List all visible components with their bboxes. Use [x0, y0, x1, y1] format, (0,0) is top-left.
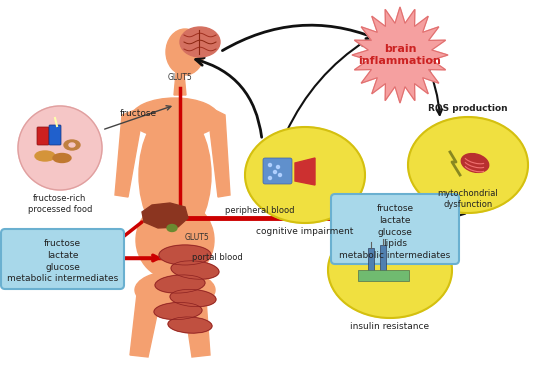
Text: fructose: fructose [119, 109, 157, 118]
FancyBboxPatch shape [379, 244, 386, 277]
Polygon shape [180, 285, 210, 357]
Polygon shape [174, 73, 186, 95]
Circle shape [277, 165, 279, 168]
Ellipse shape [167, 224, 177, 232]
Circle shape [18, 106, 102, 190]
Circle shape [273, 171, 277, 173]
Text: brain
inflammation: brain inflammation [359, 44, 442, 66]
Ellipse shape [461, 154, 489, 172]
Text: cognitive impairment: cognitive impairment [256, 227, 354, 236]
Ellipse shape [139, 110, 211, 240]
Ellipse shape [35, 151, 55, 161]
Ellipse shape [245, 127, 365, 223]
FancyBboxPatch shape [331, 194, 459, 264]
Text: GLUT5: GLUT5 [168, 73, 192, 82]
Ellipse shape [171, 261, 219, 279]
Ellipse shape [180, 27, 220, 57]
Ellipse shape [408, 117, 528, 213]
Polygon shape [295, 158, 315, 185]
Text: GLUT5: GLUT5 [185, 233, 210, 242]
FancyBboxPatch shape [358, 269, 409, 280]
FancyBboxPatch shape [367, 247, 373, 276]
Text: fructose-rich
processed food: fructose-rich processed food [28, 194, 92, 214]
FancyBboxPatch shape [1, 229, 124, 289]
Ellipse shape [159, 245, 211, 265]
Text: portal blood: portal blood [192, 253, 243, 261]
FancyBboxPatch shape [37, 127, 49, 145]
Ellipse shape [155, 275, 205, 293]
Text: fructose
lactate
glucose
lipids
metabolic intermediates: fructose lactate glucose lipids metaboli… [339, 204, 450, 260]
Text: peripheral blood: peripheral blood [226, 206, 295, 215]
Circle shape [268, 176, 272, 179]
Ellipse shape [168, 317, 212, 333]
Ellipse shape [166, 29, 204, 75]
FancyBboxPatch shape [49, 125, 61, 145]
Polygon shape [142, 203, 188, 228]
Text: mytochondrial
dysfunction: mytochondrial dysfunction [438, 189, 498, 209]
Ellipse shape [53, 153, 71, 163]
Ellipse shape [136, 200, 214, 280]
Ellipse shape [328, 222, 452, 318]
Text: ROS production: ROS production [428, 104, 508, 113]
Ellipse shape [154, 302, 202, 320]
Polygon shape [205, 110, 230, 197]
Circle shape [268, 164, 272, 167]
Ellipse shape [170, 290, 216, 307]
Circle shape [278, 173, 282, 176]
FancyBboxPatch shape [263, 158, 292, 184]
Ellipse shape [69, 143, 75, 147]
Text: fructose
lactate
glucose
metabolic intermediates: fructose lactate glucose metabolic inter… [7, 239, 118, 283]
Text: insulin resistance: insulin resistance [350, 322, 430, 331]
Ellipse shape [135, 271, 215, 309]
Ellipse shape [131, 98, 219, 138]
Ellipse shape [64, 140, 80, 150]
Polygon shape [115, 110, 148, 197]
Polygon shape [352, 7, 448, 103]
Polygon shape [130, 285, 162, 357]
